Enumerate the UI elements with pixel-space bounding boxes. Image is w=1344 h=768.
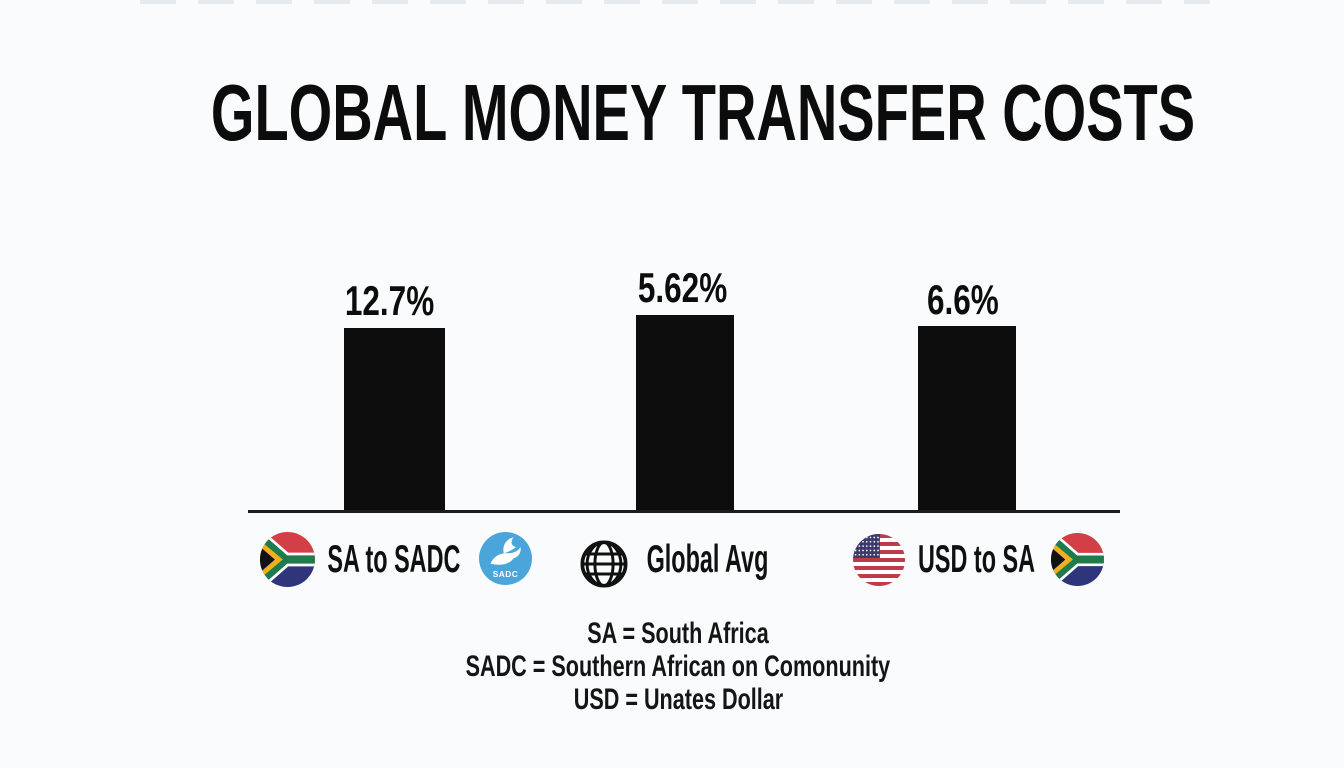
legend-line-sa: SA = South Africa [587, 617, 769, 650]
globe-icon [580, 540, 628, 588]
chart-title: GLOBAL MONEY TRANSFER COSTS [0, 70, 1344, 156]
legend-line-sadc: SADC = Southern African on Comonunity [465, 650, 891, 683]
legend: SA = South Africa SADC = Southern Africa… [328, 617, 1028, 716]
top-edge-artifact [140, 0, 1210, 4]
sadc-logo-icon: SADC [479, 532, 532, 585]
bar-value-usd-to-sa: 6.6% [927, 276, 999, 323]
sadc-logo-label: SADC [493, 569, 519, 579]
legend-line-usd: USD = Unates Dollar [573, 683, 783, 716]
bar-value-global-avg: 5.62% [638, 264, 728, 311]
bar-value-sa-to-sadc: 12.7% [345, 277, 435, 324]
bar-global-avg [636, 315, 734, 512]
category-label-usd-to-sa: USD to SA [917, 538, 1035, 581]
chart-title-text: GLOBAL MONEY TRANSFER COSTS [210, 68, 1196, 157]
x-axis-line [248, 510, 1120, 513]
bar-sa-to-sadc [344, 328, 445, 512]
bar-usd-to-sa [918, 326, 1016, 512]
category-label-sa-to-sadc: SA to SADC [327, 538, 461, 581]
category-label-global-avg: Global Avg [646, 538, 768, 581]
usa-flag-icon [853, 534, 905, 586]
